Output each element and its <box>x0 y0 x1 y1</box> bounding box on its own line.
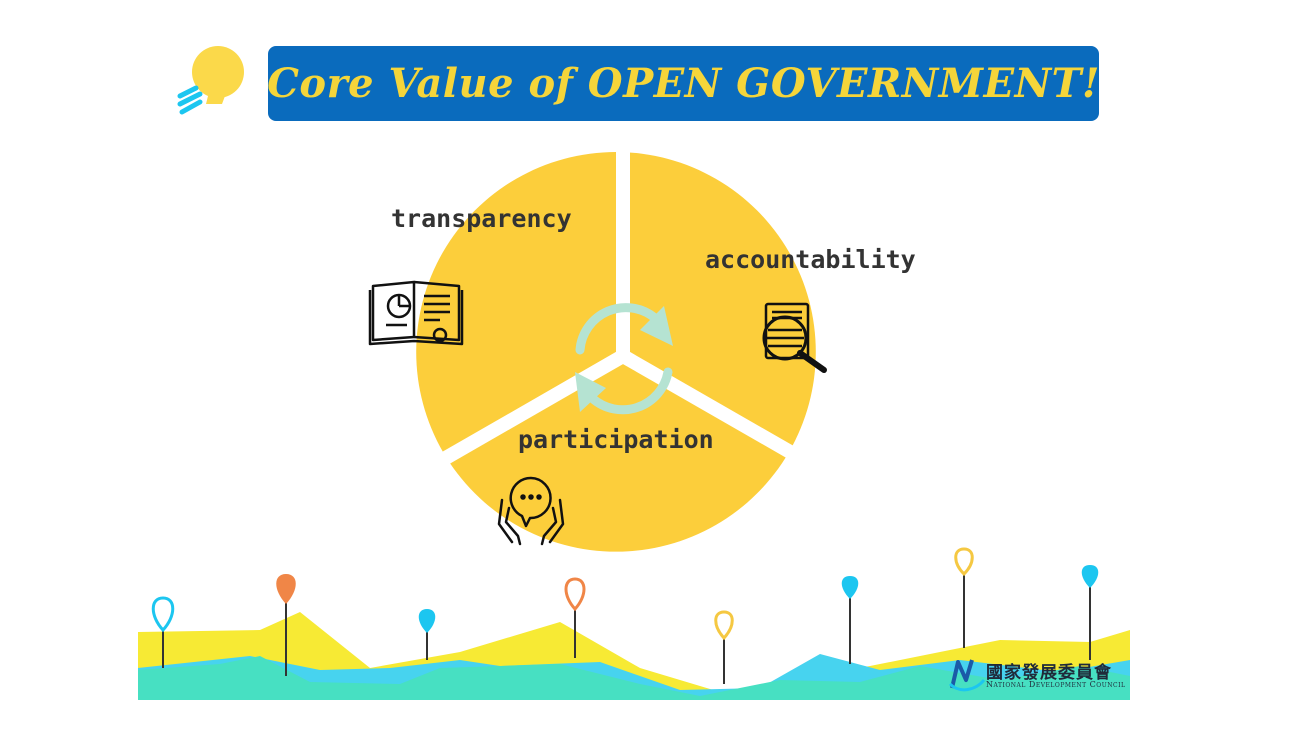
magnifier-document-icon <box>762 302 827 373</box>
cycle-arrows-icon <box>575 303 673 415</box>
logo-english-name: National Development Council <box>986 680 1126 689</box>
logo-chinese-name: 國家發展委員會 <box>986 663 1112 683</box>
lightbulb-icon <box>177 46 244 115</box>
pin-icon <box>841 576 859 599</box>
pin-icon <box>276 574 296 604</box>
map-pins <box>151 547 1099 684</box>
label-participation: participation <box>518 425 714 454</box>
pin-icon <box>1081 565 1099 588</box>
pin-icon <box>564 577 586 612</box>
pin-icon <box>151 596 175 633</box>
page-title: Core Value of OPEN GOVERNMENT! <box>267 60 1100 107</box>
pin-icon <box>954 547 974 577</box>
pin-icon <box>714 610 734 641</box>
ndc-logo-mark <box>948 659 986 692</box>
book-chart-icon <box>368 280 464 346</box>
segment-transparency <box>416 152 616 452</box>
pin-icon <box>418 609 436 633</box>
landscape-decoration <box>138 612 1130 700</box>
hands-speech-icon <box>497 476 565 546</box>
title-banner: Core Value of OPEN GOVERNMENT! <box>267 46 1100 121</box>
segment-participation <box>443 352 789 552</box>
label-accountability: accountability <box>705 245 916 274</box>
label-transparency: transparency <box>391 204 572 233</box>
